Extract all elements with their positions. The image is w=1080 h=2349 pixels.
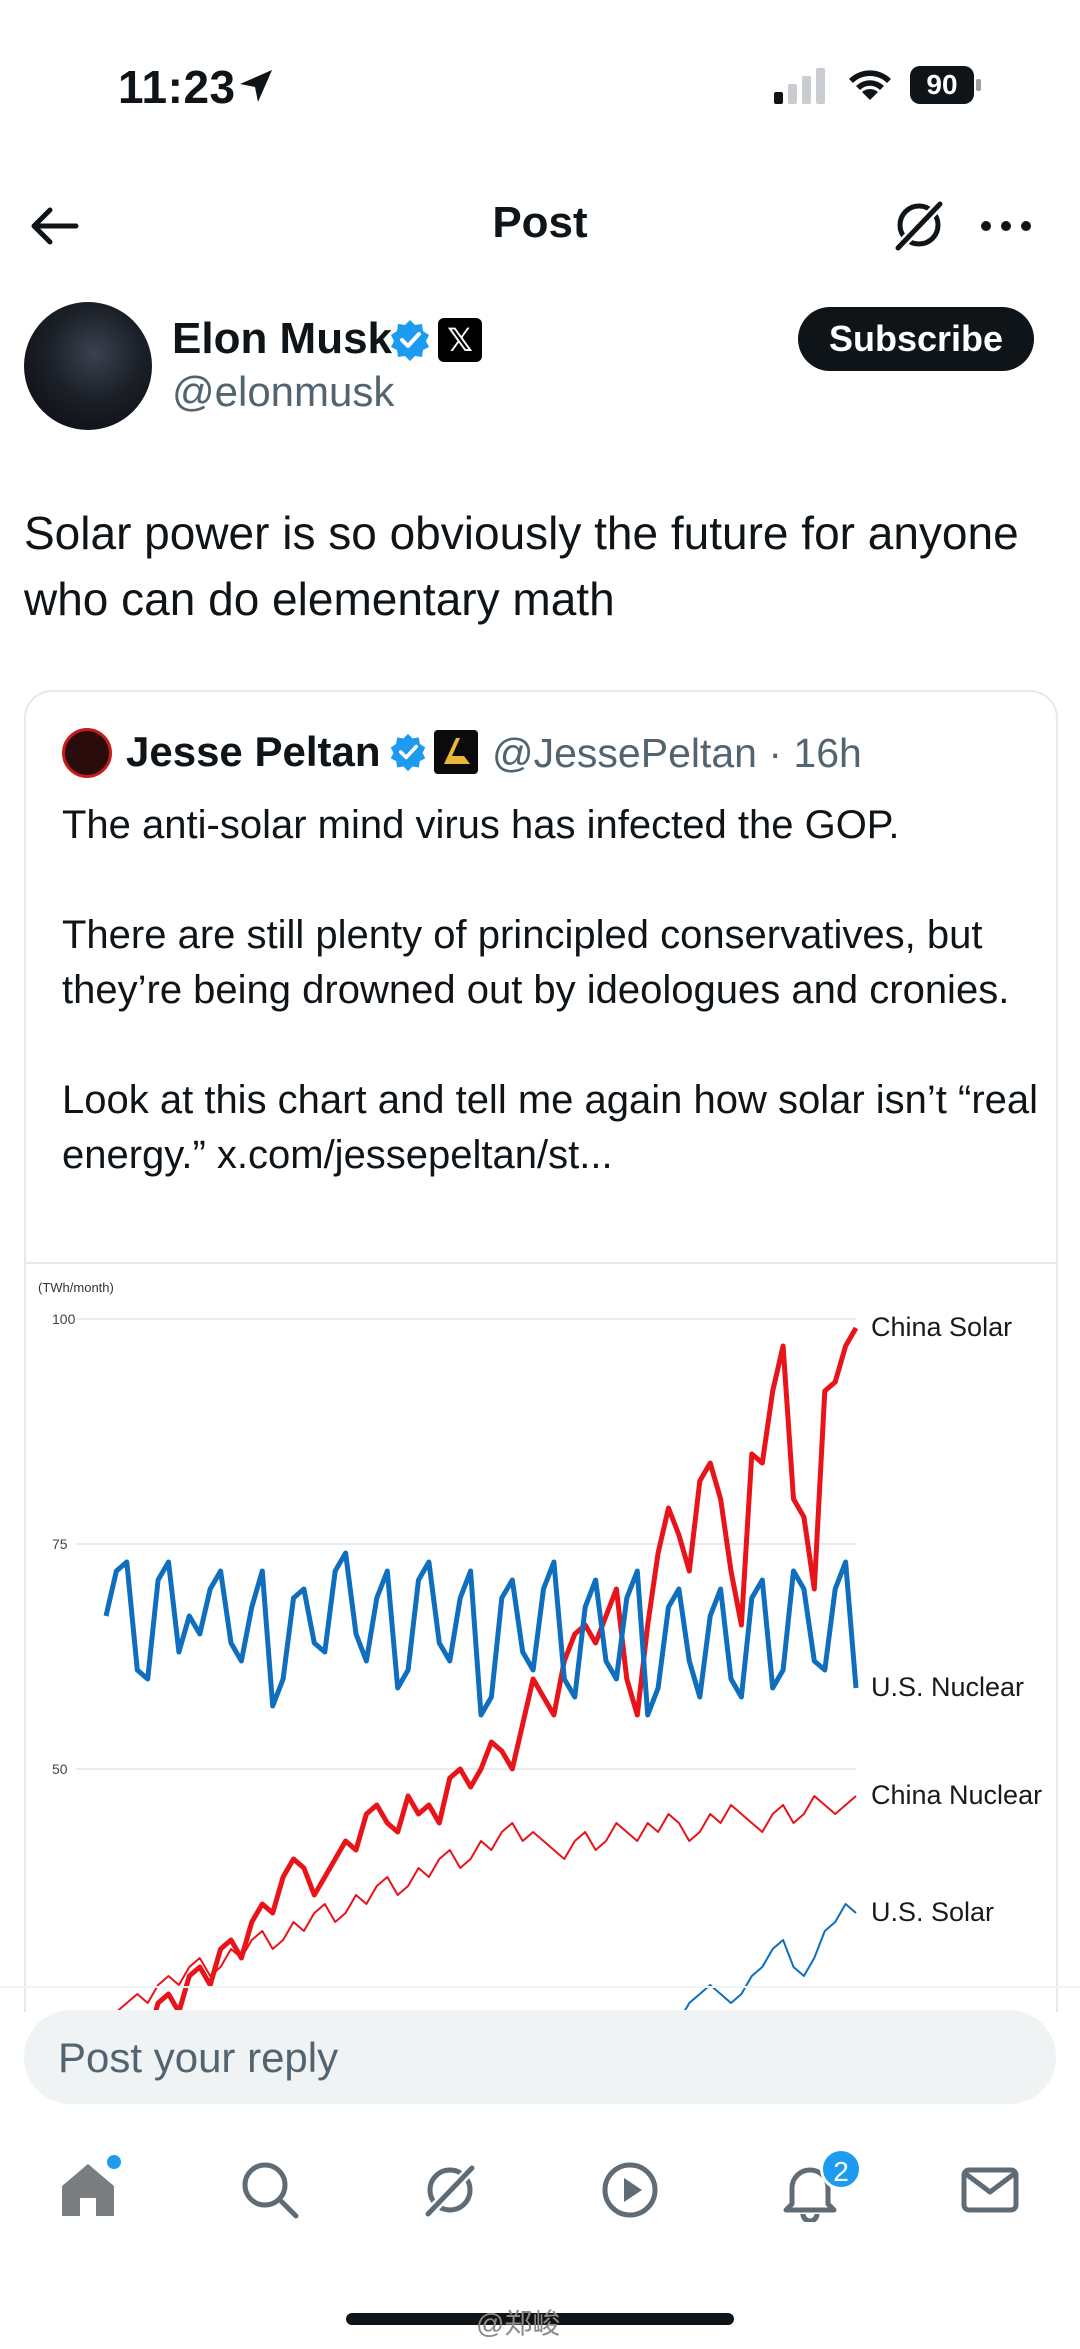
grok-icon[interactable]	[888, 194, 950, 256]
y-tick-label: 75	[52, 1536, 68, 1552]
search-icon[interactable]	[238, 2158, 302, 2222]
verified-badge-icon	[391, 320, 429, 361]
location-arrow-icon	[240, 70, 272, 102]
quoted-author-avatar[interactable]	[62, 728, 112, 778]
more-options-icon[interactable]	[978, 206, 1034, 246]
series-line-u-s-nuclear	[103, 1550, 859, 1718]
post-text: Solar power is so obviously the future f…	[24, 507, 1019, 625]
grok-tab-icon[interactable]	[418, 2158, 482, 2222]
battery-level: 90	[926, 69, 958, 100]
verified-badge-icon	[390, 733, 426, 772]
author-handle[interactable]: @elonmusk	[172, 368, 395, 415]
energy-chart: (TWh/month) 100 75 50 China Solar U.S. Nucl…	[38, 1280, 1042, 2012]
subscribe-button[interactable]: Subscribe	[798, 307, 1034, 371]
divider	[0, 1986, 1080, 1988]
series-label: U.S. Solar	[871, 1897, 994, 1927]
x-affiliation-icon: 𝕏	[438, 318, 482, 362]
notifications-count-badge: 2	[820, 2148, 862, 2190]
reply-input[interactable]	[24, 2010, 1056, 2104]
y-tick-label: 50	[52, 1761, 68, 1777]
quoted-post[interactable]: Jesse Peltan @JessePeltan · 16h The anti…	[24, 690, 1058, 2012]
series-line-china-nuclear	[114, 1795, 857, 2012]
home-indicator	[346, 2313, 734, 2325]
messages-mail-icon[interactable]	[958, 2158, 1022, 2222]
reply-placeholder: Post your reply	[58, 2034, 339, 2081]
cellular-signal-icon	[774, 68, 825, 104]
status-time: 11:23	[118, 61, 236, 113]
watermark: @郑峻	[476, 2308, 561, 2339]
home-icon[interactable]	[56, 2158, 120, 2222]
series-label: China Solar	[871, 1312, 1012, 1342]
series-line-u-s-solar	[646, 1903, 857, 2012]
affiliation-badge-icon	[434, 730, 478, 774]
video-play-icon[interactable]	[598, 2158, 662, 2222]
back-arrow-icon[interactable]	[24, 196, 84, 256]
quoted-post-text: The anti-solar mind virus has infected t…	[62, 803, 1039, 1177]
series-label: China Nuclear	[871, 1780, 1042, 1810]
series-label: U.S. Nuclear	[871, 1672, 1024, 1702]
page-title: Post	[492, 198, 588, 247]
author-avatar[interactable]	[24, 302, 152, 430]
y-tick-label: 100	[52, 1311, 76, 1327]
author-name[interactable]: Elon Musk	[172, 314, 393, 363]
quoted-author-name[interactable]: Jesse Peltan	[126, 728, 381, 775]
chart-image[interactable]: (TWh/month) 100 75 50 China Solar U.S. Nucl…	[26, 1262, 1056, 2012]
series-line-china-solar	[152, 1326, 859, 2012]
y-axis-label: (TWh/month)	[38, 1280, 114, 1295]
home-new-indicator	[104, 2152, 124, 2172]
notifications-bell-icon[interactable]	[778, 2158, 842, 2222]
quoted-handle-time: @JessePeltan · 16h	[492, 730, 862, 776]
battery-icon	[910, 66, 981, 104]
wifi-icon	[849, 70, 891, 100]
